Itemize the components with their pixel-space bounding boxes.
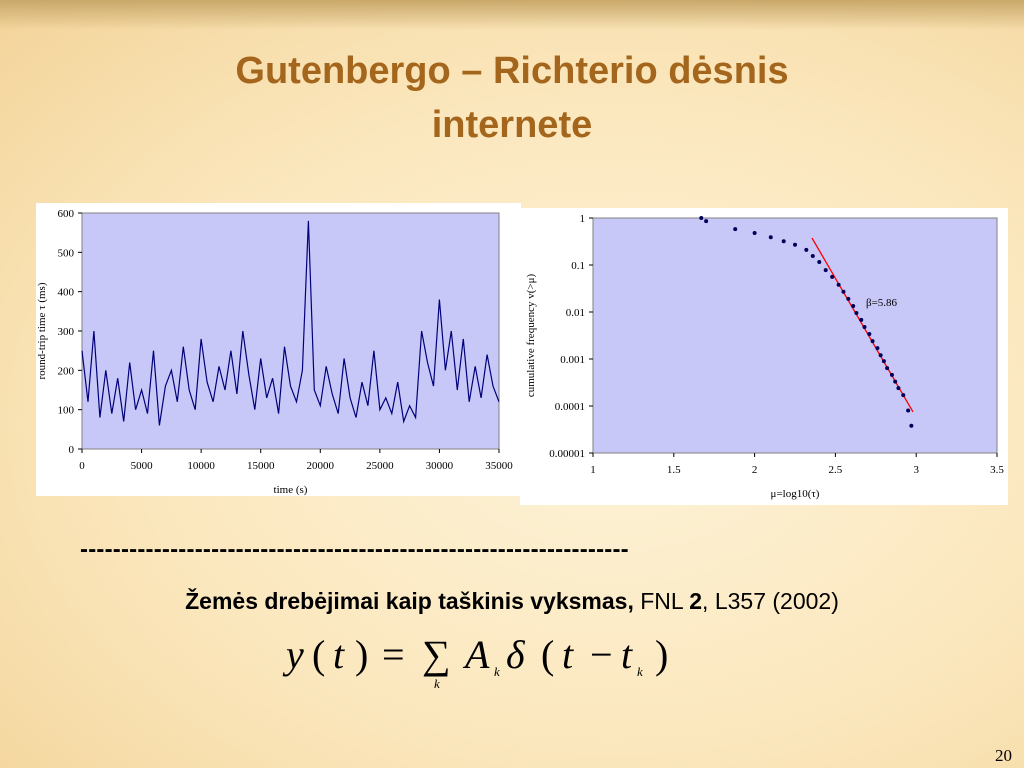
formula-part: δ [506,632,526,677]
slide-title: Gutenbergo – Richterio dėsnis [235,50,789,92]
data-point [768,235,773,240]
x-tick-label: 1.5 [667,464,681,476]
data-point [878,353,883,358]
formula-part: t [621,632,633,677]
data-point [881,359,886,364]
x-tick-label: 20000 [307,460,335,472]
plot-area [592,217,998,454]
data-point [870,339,875,344]
page-number: 20 [995,746,1012,765]
chart: 0.00001 0.0001 0.001 0.01 0.1 1 1 1.5 2 2.5 3 3.5 μ=… [520,208,1008,505]
reference-volume: 2 [689,588,703,614]
x-tick-label: 5000 [131,460,154,472]
data-point [752,230,757,235]
y-axis-label: round-trip time τ (ms) [36,282,48,379]
data-point [823,268,828,273]
data-point [793,242,797,247]
data-point [906,408,911,413]
x-tick-label: 3 [913,464,919,476]
x-axis-label: time (s) [274,484,308,496]
formula-part: ( [312,632,325,677]
y-tick-label: 0.00001 [549,448,585,460]
y-tick-label: 100 [58,405,75,417]
y-tick-label: 400 [58,287,75,299]
data-point [804,247,809,252]
data-point [830,274,835,279]
y-tick-label: 200 [58,365,75,377]
y-tick-label: 300 [58,326,75,338]
y-tick-label: 1 [580,213,586,225]
data-point [859,317,864,322]
formula-part: y [282,632,304,677]
data-point [699,216,704,220]
formula-part: ∑ [422,632,451,677]
data-point [810,254,815,259]
x-tick-label: 2 [752,464,758,476]
x-tick-label: 25000 [366,460,394,472]
y-tick-label: 0.0001 [555,401,585,413]
data-point [893,379,898,384]
reference-title: Žemės drebėjimai kaip taškinis vyksmas, [185,588,634,614]
x-tick-label: 3.5 [990,464,1004,476]
formula-part: k [637,664,643,679]
reference-journal: FNL [633,588,690,614]
x-tick-label: 0 [79,460,85,472]
x-tick-label: 2.5 [829,464,843,476]
data-point [836,282,841,287]
data-point [704,219,709,224]
formula-part: A [462,632,490,677]
y-tick-label: 0 [69,444,75,456]
formula-part: t [562,632,574,677]
formula-part: ) [355,632,368,677]
y-tick-label: 500 [58,247,75,259]
slide-title: internete [431,104,593,146]
data-point [885,366,890,371]
formula-part: ( [541,632,554,677]
x-tick-label: 15000 [247,460,275,472]
formula-part: k [494,664,500,679]
data-point [733,227,738,232]
data-point [781,239,786,244]
separator: ----------------------------------------… [80,536,629,563]
data-point [896,386,901,391]
data-point [862,324,867,329]
formula-part: = [382,632,405,677]
data-point [854,311,859,316]
data-point [867,332,872,337]
data-point [846,296,851,301]
data-point [851,304,856,309]
data-point [875,346,880,351]
formula-part: ) [655,632,668,677]
decor-band [0,0,1024,30]
data-point [841,289,846,294]
y-tick-label: 600 [58,208,75,220]
x-tick-label: 30000 [426,460,454,472]
annotation: β=5.86 [866,297,898,309]
x-tick-label: 35000 [485,460,513,472]
formula-part: k [434,676,440,691]
y-tick-label: 0.1 [571,260,585,272]
formula: y(t) = ∑kA k δ(t − t k) [282,632,668,691]
x-tick-label: 10000 [187,460,215,472]
plot-area [81,212,500,450]
formula-part: − [590,632,613,677]
y-tick-label: 0.001 [560,354,585,366]
chart: 0 100 200 300 400 500 600 0 5000 10000 15000 20000 2… [36,203,521,496]
reference-page: , L357 (2002) [702,588,839,614]
data-point [909,423,914,428]
data-point [901,393,906,398]
y-tick-label: 0.01 [566,307,585,319]
formula-part: t [333,632,345,677]
data-point [817,259,822,264]
x-tick-label: 1 [590,464,596,476]
data-point [889,372,894,377]
reference: Žemės drebėjimai kaip taškinis vyksmas, … [0,588,1024,615]
y-axis-label: cumulative frequency v(>μ) [525,274,537,398]
data-line [81,220,500,426]
x-axis-label: μ=log10(τ) [771,488,820,500]
